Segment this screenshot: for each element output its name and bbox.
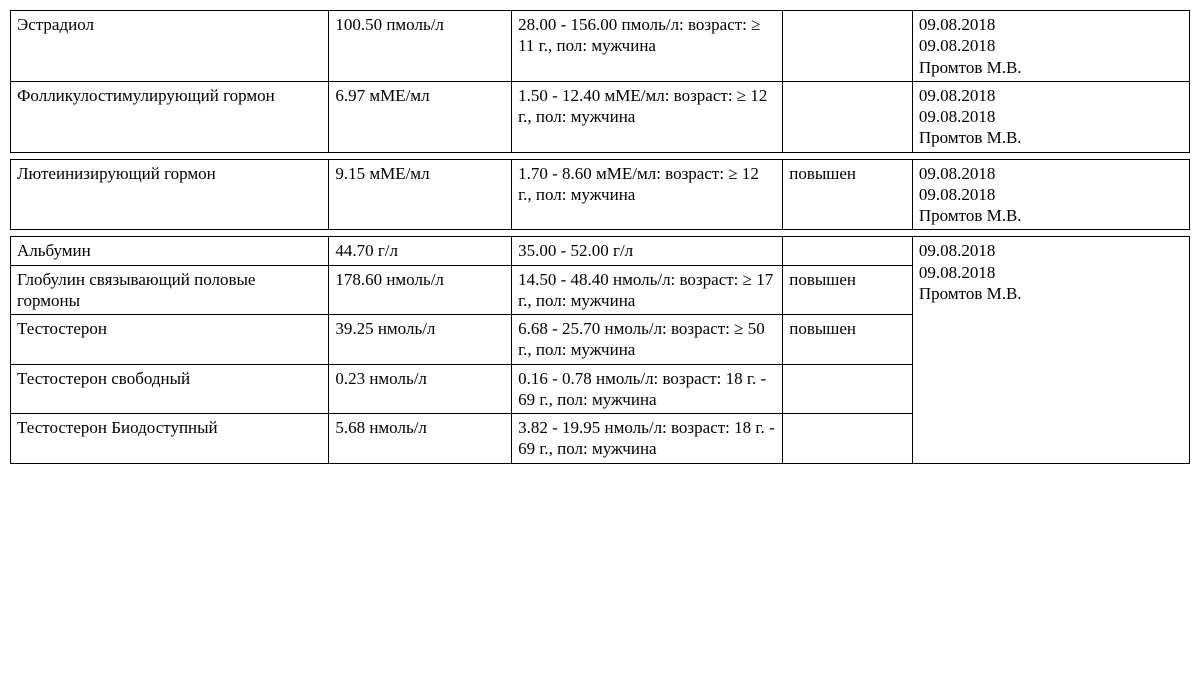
analyte-name: Эстрадиол bbox=[11, 11, 329, 82]
result-group-1: Лютеинизирующий гормон9.15 мМЕ/мл1.70 - … bbox=[10, 159, 1190, 231]
analyte-name: Фолликулостимулирующий гормон bbox=[11, 81, 329, 152]
reference-range: 0.16 - 0.78 нмоль/л: возраст: 18 г. - 69… bbox=[512, 364, 783, 414]
result-value: 5.68 нмоль/л bbox=[329, 414, 512, 464]
reference-range: 14.50 - 48.40 нмоль/л: возраст: ≥ 17 г.,… bbox=[512, 265, 783, 315]
status-flag bbox=[783, 237, 913, 265]
meta-cell: 09.08.201809.08.2018Промтов М.В. bbox=[912, 11, 1189, 82]
result-value: 6.97 мМЕ/мл bbox=[329, 81, 512, 152]
result-group-0: Эстрадиол100.50 пмоль/л28.00 - 156.00 пм… bbox=[10, 10, 1190, 153]
status-flag: повышен bbox=[783, 265, 913, 315]
result-value: 100.50 пмоль/л bbox=[329, 11, 512, 82]
reference-range: 28.00 - 156.00 пмоль/л: возраст: ≥ 11 г.… bbox=[512, 11, 783, 82]
result-value: 9.15 мМЕ/мл bbox=[329, 159, 512, 230]
reference-range: 1.50 - 12.40 мМЕ/мл: возраст: ≥ 12 г., п… bbox=[512, 81, 783, 152]
status-flag: повышен bbox=[783, 315, 913, 365]
meta-cell: 09.08.201809.08.2018Промтов М.В. bbox=[912, 81, 1189, 152]
result-value: 0.23 нмоль/л bbox=[329, 364, 512, 414]
result-value: 39.25 нмоль/л bbox=[329, 315, 512, 365]
status-flag bbox=[783, 414, 913, 464]
analyte-name: Тестостерон bbox=[11, 315, 329, 365]
result-value: 178.60 нмоль/л bbox=[329, 265, 512, 315]
result-row: Лютеинизирующий гормон9.15 мМЕ/мл1.70 - … bbox=[11, 159, 1190, 230]
status-flag bbox=[783, 364, 913, 414]
analyte-name: Альбумин bbox=[11, 237, 329, 265]
result-row: Эстрадиол100.50 пмоль/л28.00 - 156.00 пм… bbox=[11, 11, 1190, 82]
result-row: Альбумин44.70 г/л35.00 - 52.00 г/л09.08.… bbox=[11, 237, 1190, 265]
reference-range: 35.00 - 52.00 г/л bbox=[512, 237, 783, 265]
status-flag bbox=[783, 11, 913, 82]
analyte-name: Глобулин связывающий половые гормоны bbox=[11, 265, 329, 315]
meta-cell: 09.08.201809.08.2018Промтов М.В. bbox=[912, 159, 1189, 230]
result-group-2: Альбумин44.70 г/л35.00 - 52.00 г/л 09.08.… bbox=[10, 236, 1190, 463]
meta-cell: 09.08.201809.08.2018Промтов М.В. bbox=[912, 237, 1189, 463]
result-value: 44.70 г/л bbox=[329, 237, 512, 265]
status-flag bbox=[783, 81, 913, 152]
result-row: Фолликулостимулирующий гормон6.97 мМЕ/мл… bbox=[11, 81, 1190, 152]
reference-range: 6.68 - 25.70 нмоль/л: возраст: ≥ 50 г., … bbox=[512, 315, 783, 365]
analyte-name: Лютеинизирующий гормон bbox=[11, 159, 329, 230]
reference-range: 3.82 - 19.95 нмоль/л: возраст: 18 г. - 6… bbox=[512, 414, 783, 464]
analyte-name: Тестостерон свободный bbox=[11, 364, 329, 414]
lab-report: Эстрадиол100.50 пмоль/л28.00 - 156.00 пм… bbox=[10, 10, 1190, 464]
status-flag: повышен bbox=[783, 159, 913, 230]
analyte-name: Тестостерон Биодоступный bbox=[11, 414, 329, 464]
reference-range: 1.70 - 8.60 мМЕ/мл: возраст: ≥ 12 г., по… bbox=[512, 159, 783, 230]
